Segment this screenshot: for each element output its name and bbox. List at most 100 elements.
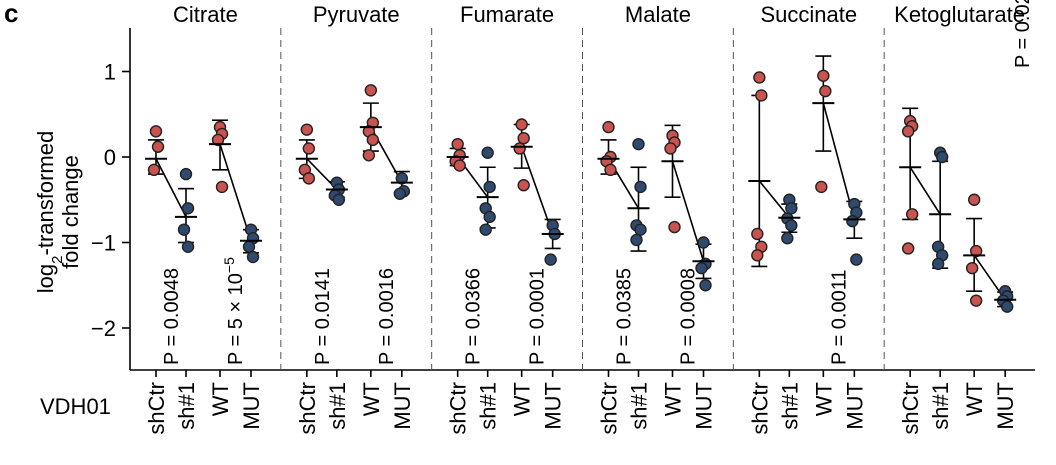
data-point	[483, 180, 496, 194]
data-point	[969, 294, 983, 307]
data-point	[479, 223, 492, 236]
data-point	[815, 180, 828, 194]
data-point	[634, 223, 647, 236]
data-point	[300, 123, 314, 136]
x-tick-label-WT: WT	[359, 382, 384, 416]
data-point	[695, 261, 708, 275]
mean-connector	[155, 158, 187, 218]
x-tick-label-MUT: MUT	[692, 382, 717, 430]
data-point	[967, 193, 981, 206]
x-tick-label-MUT: MUT	[390, 382, 415, 430]
row-label-vdh01: VDH01	[40, 394, 111, 419]
data-point	[147, 163, 161, 177]
data-point	[302, 172, 316, 185]
data-point	[515, 118, 528, 131]
panel-malate: Malate shCtr sh#1 WT MUT P = 0.0385 P = 0.0008	[582, 2, 717, 435]
data-point	[362, 149, 376, 162]
y-tick-label: 1	[104, 60, 116, 85]
data-point	[544, 253, 557, 266]
x-tick-label-sh#1: sh#1	[174, 382, 199, 430]
y-axis-label-line2: fold change	[58, 155, 83, 269]
data-point	[181, 240, 195, 253]
data-point	[751, 249, 764, 262]
data-point	[395, 172, 409, 185]
x-tick-label-MUT: MUT	[993, 382, 1018, 430]
y-axis-label-line1: log2-transformed	[33, 131, 66, 293]
y-tick-label: −2	[91, 316, 116, 341]
data-point	[302, 142, 316, 155]
x-tick-label-WT: WT	[208, 382, 233, 416]
data-point	[753, 71, 766, 84]
p-value-label: P = 0.0048	[161, 268, 183, 365]
x-tick-label-shCtr: shCtr	[144, 382, 169, 435]
p-value-label: P = 0.0267	[1012, 0, 1034, 68]
mean-connector	[219, 143, 252, 242]
data-point	[181, 202, 195, 215]
mean-connector	[758, 180, 790, 219]
p-value-label: P = 0.0008	[678, 268, 700, 365]
panel-citrate: Citrate shCtr sh#1 WT MUT P = 0.0048 P = 5 × 1…	[144, 2, 264, 435]
mean-connector	[909, 166, 941, 215]
panel-title: Succinate	[760, 2, 857, 27]
x-tick-label-shCtr: shCtr	[446, 382, 471, 435]
data-point	[517, 179, 530, 192]
data-point	[905, 208, 919, 221]
data-point	[634, 180, 647, 194]
data-point	[668, 220, 681, 234]
data-point	[481, 146, 494, 159]
panel-succinate: Succinate shCtr sh#1 WT MUT P = 0.0011	[732, 2, 867, 435]
data-point	[697, 236, 710, 249]
panel-title: Citrate	[173, 2, 238, 27]
data-point	[846, 214, 859, 228]
data-point	[965, 261, 979, 275]
data-point	[785, 202, 798, 215]
x-tick-label-WT: WT	[962, 382, 987, 416]
p-value-label: P = 0.0016	[376, 268, 398, 365]
data-point	[664, 142, 677, 155]
data-point	[179, 167, 193, 181]
data-point	[453, 159, 466, 172]
panel-title: Fumarate	[460, 2, 554, 27]
x-tick-label-sh#1: sh#1	[928, 382, 953, 430]
panel-title: Ketoglutarate	[894, 2, 1025, 27]
data-point	[242, 240, 256, 253]
x-tick-label-shCtr: shCtr	[747, 382, 772, 435]
data-point	[604, 163, 617, 177]
x-tick-label-sh#1: sh#1	[777, 382, 802, 430]
p-value-main: P = 5 × 10	[225, 273, 247, 365]
data-point	[699, 279, 712, 292]
data-point	[751, 227, 764, 241]
data-point	[483, 210, 496, 224]
x-tick-label-shCtr: shCtr	[898, 382, 923, 435]
p-value-label: P = 0.0141	[312, 268, 334, 365]
data-point	[850, 253, 863, 266]
data-point	[969, 244, 983, 258]
data-point	[364, 84, 378, 97]
data-point	[935, 150, 949, 164]
data-point	[901, 125, 915, 138]
panel-fumarate: Fumarate shCtr sh#1 WT MUT P = 0.0366 P = 0.00…	[431, 2, 566, 435]
panel-title: Pyruvate	[313, 2, 400, 27]
data-point	[931, 257, 945, 271]
x-tick-label-shCtr: shCtr	[597, 382, 622, 435]
data-point	[149, 125, 163, 138]
data-point	[630, 233, 643, 247]
data-point	[451, 137, 464, 151]
data-point	[215, 180, 229, 194]
p-value-label: P = 5 × 10−5	[221, 257, 247, 365]
p-value-exponent: −5	[221, 257, 237, 273]
panel-letter: c	[4, 0, 18, 28]
x-tick-label-sh#1: sh#1	[325, 382, 350, 430]
data-point	[632, 137, 645, 151]
data-point	[513, 142, 526, 155]
panel-ketoglutarate: Ketoglutarate shCtr sh#1 WT MUT P = 0.0267	[883, 0, 1034, 435]
data-point	[785, 219, 798, 232]
data-point	[1000, 300, 1014, 313]
data-point	[602, 120, 615, 134]
x-tick-label-MUT: MUT	[239, 382, 264, 430]
x-tick-label-MUT: MUT	[541, 382, 566, 430]
data-point	[366, 133, 380, 147]
data-point	[211, 133, 225, 147]
